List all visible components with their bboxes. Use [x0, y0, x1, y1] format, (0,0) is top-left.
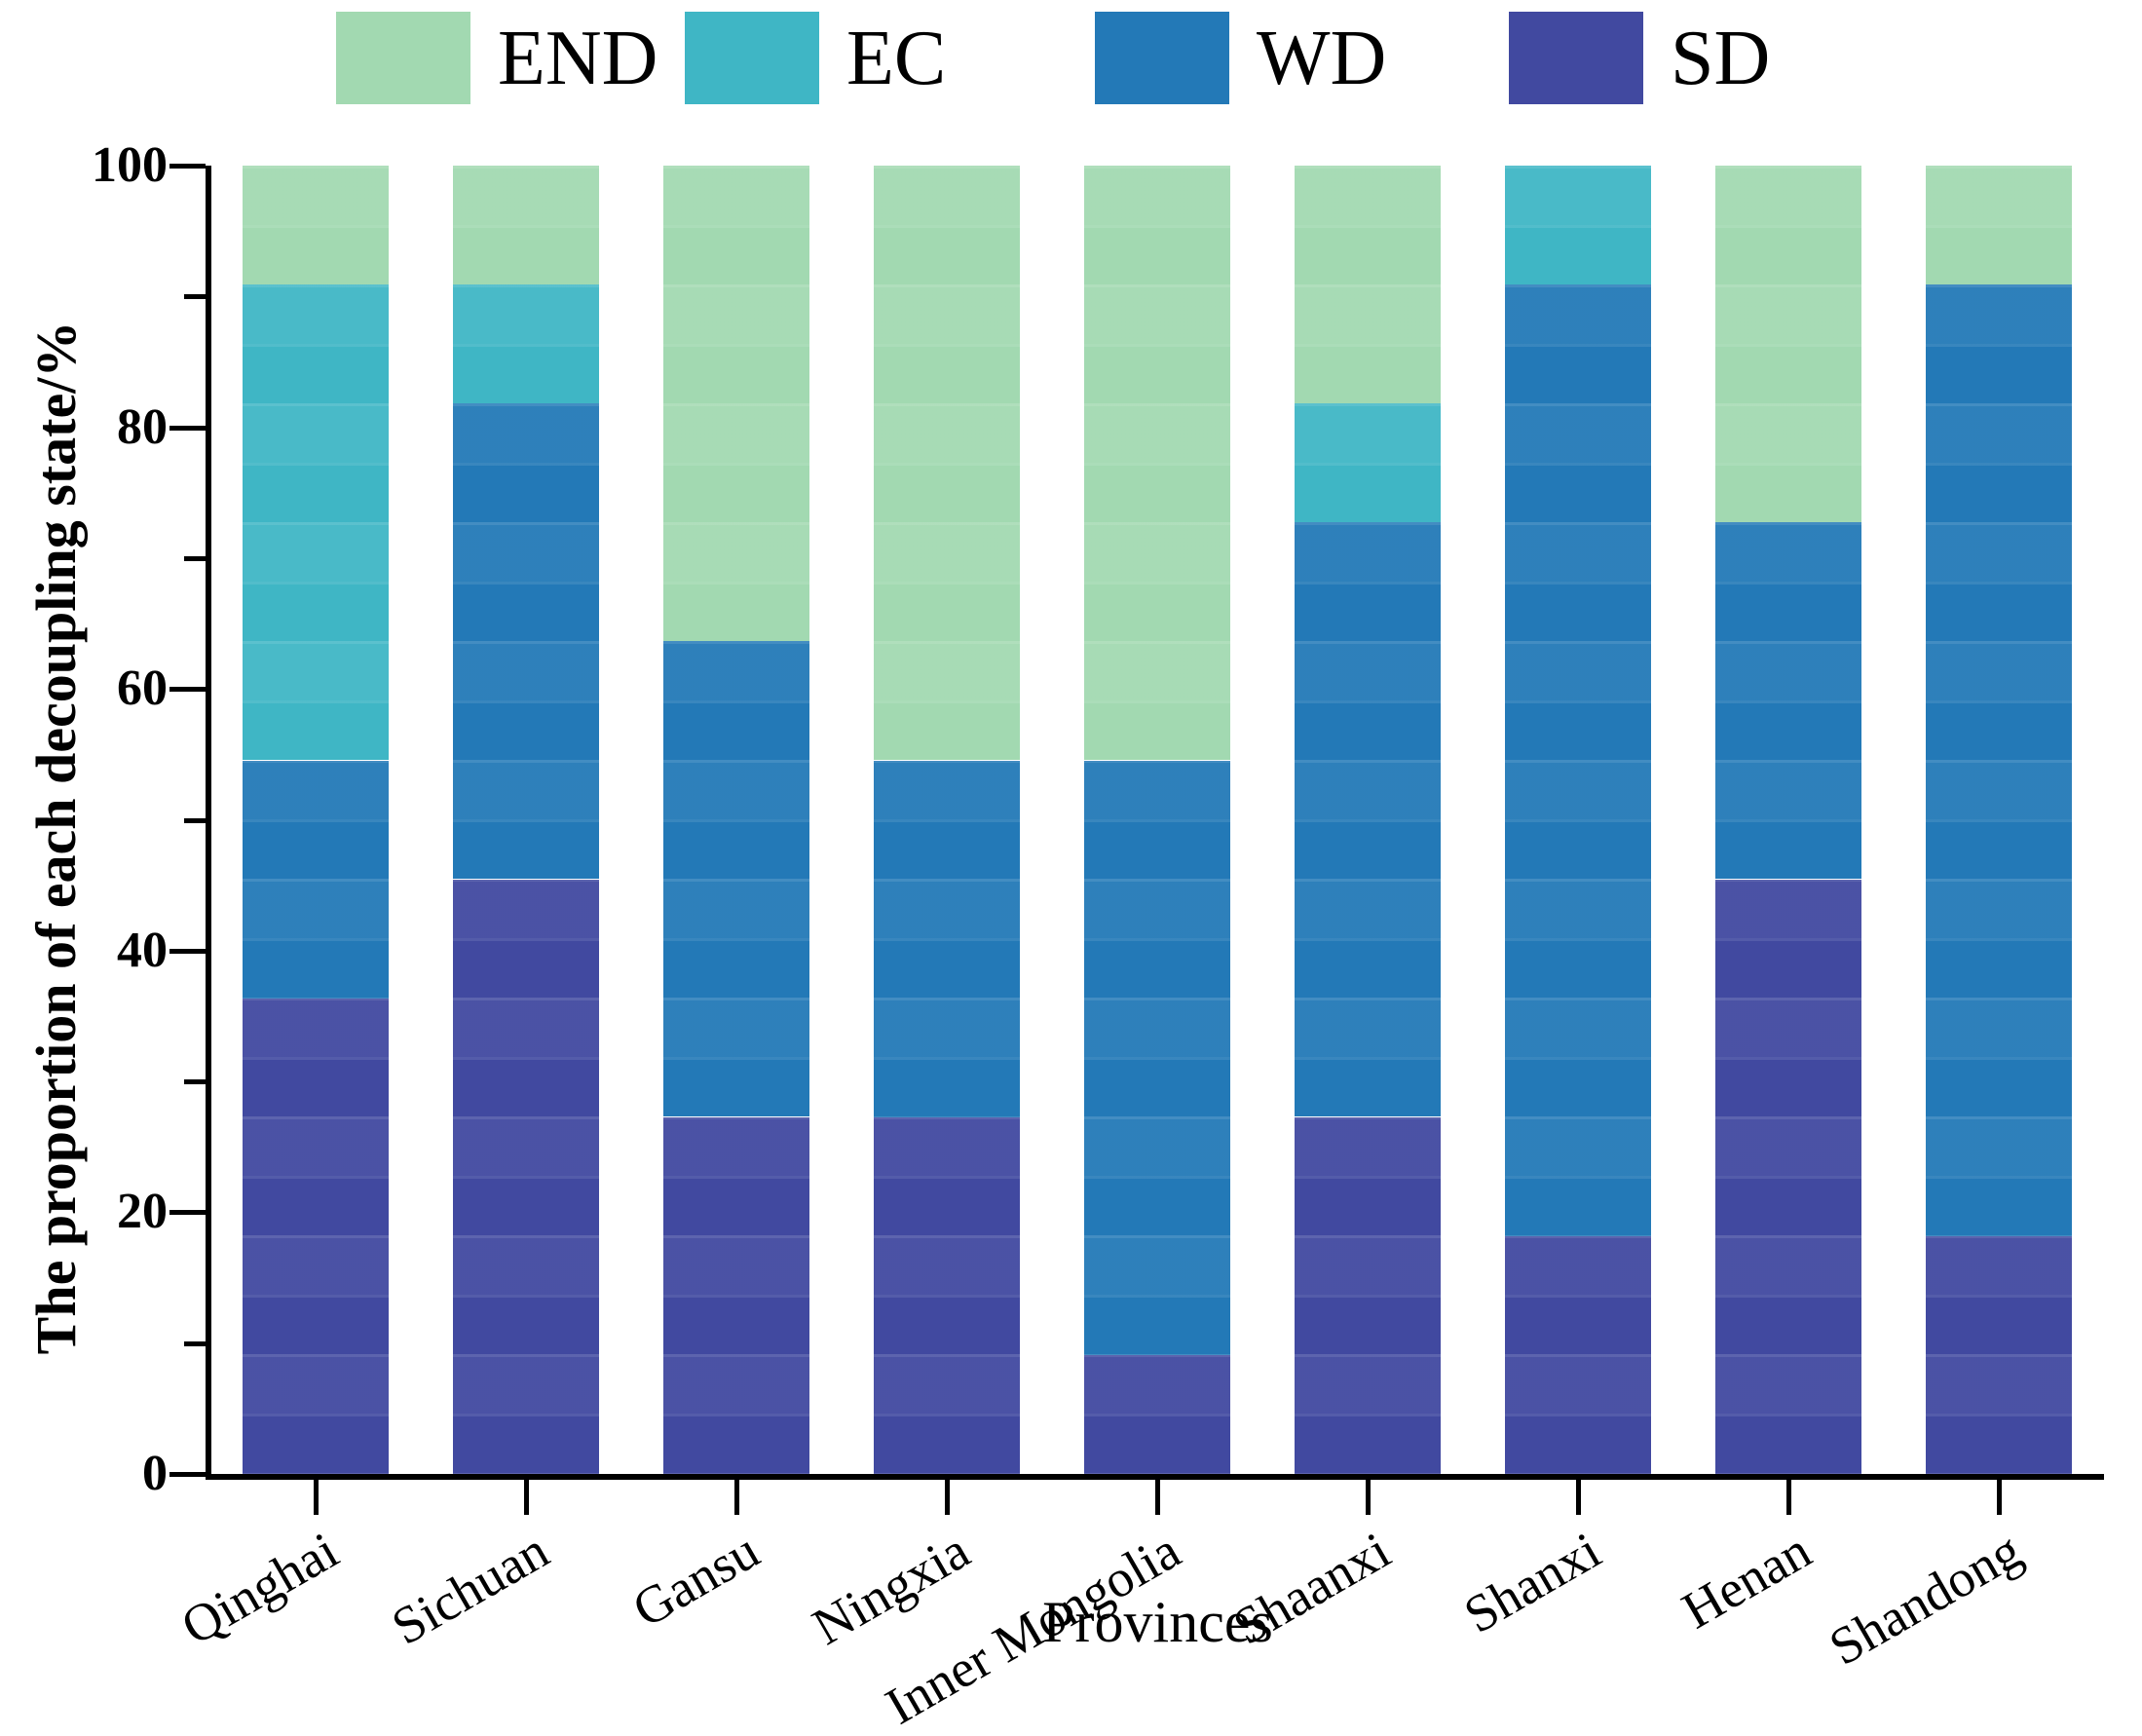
bar-segment: [1505, 284, 1651, 1236]
y-minor-tick: [184, 1340, 206, 1346]
y-minor-tick: [184, 817, 206, 823]
bar-segment: [1926, 1236, 2072, 1474]
bar-segment: [874, 166, 1020, 760]
bar-segment: [1715, 522, 1861, 879]
bar-henan: [1715, 166, 1861, 1474]
x-tick: [524, 1480, 529, 1515]
y-tick-label: 80: [117, 398, 168, 455]
y-tick-label: 0: [142, 1446, 168, 1501]
bar-segment: [453, 284, 599, 403]
bar-segment: [1295, 166, 1441, 403]
bar-segment: [874, 761, 1020, 1117]
bar-segment: [663, 1117, 809, 1474]
end-swatch-icon: [336, 12, 470, 104]
bar-band-texture: [874, 166, 1020, 1474]
x-tick: [314, 1480, 319, 1515]
y-tick-label: 100: [92, 137, 168, 193]
y-minor-tick: [184, 1079, 206, 1085]
legend-label: EC: [846, 16, 947, 101]
y-axis-title: The proportion of each decoupling state/…: [24, 321, 88, 1355]
bar-segment: [243, 284, 389, 760]
legend-label: SD: [1671, 16, 1771, 101]
y-tick-label: 60: [117, 660, 168, 717]
bar-segment: [1295, 403, 1441, 522]
bar-segment: [243, 166, 389, 284]
bar-segment: [1084, 1355, 1230, 1474]
x-tick: [945, 1480, 950, 1515]
bar-segment: [874, 1117, 1020, 1474]
bar-segment: [1926, 284, 2072, 1236]
bar-segment: [1715, 166, 1861, 522]
wd-swatch-icon: [1095, 12, 1229, 104]
y-major-tick: [169, 948, 206, 954]
bar-segment: [663, 641, 809, 1116]
bar-segment: [453, 880, 599, 1474]
bar-band-texture: [243, 166, 389, 1474]
y-major-tick: [169, 1472, 206, 1477]
y-minor-tick: [184, 294, 206, 300]
x-tick: [1155, 1480, 1160, 1515]
bar-segment: [1505, 1236, 1651, 1474]
bar-ningxia: [874, 166, 1020, 1474]
y-major-tick: [169, 164, 206, 169]
bar-segment: [243, 761, 389, 999]
bar-band-texture: [1715, 166, 1861, 1474]
bar-segment: [1295, 522, 1441, 1116]
bar-qinghai: [243, 166, 389, 1474]
bar-shandong: [1926, 166, 2072, 1474]
x-tick: [734, 1480, 739, 1515]
bar-segment: [1505, 166, 1651, 284]
legend-label: END: [498, 16, 658, 101]
bar-band-texture: [1295, 166, 1441, 1474]
bar-shanxi: [1505, 166, 1651, 1474]
y-major-tick: [169, 425, 206, 431]
x-tick: [1997, 1480, 2002, 1515]
legend-label: WD: [1257, 16, 1387, 101]
y-minor-tick: [184, 555, 206, 561]
bar-segment: [1715, 880, 1861, 1474]
bar-segment: [453, 403, 599, 879]
bar-segment: [1295, 1117, 1441, 1474]
y-major-tick: [169, 687, 206, 693]
y-major-tick: [169, 1210, 206, 1216]
bar-segment: [453, 166, 599, 284]
sd-swatch-icon: [1509, 12, 1643, 104]
y-axis-line: [206, 166, 211, 1480]
bar-segment: [1926, 166, 2072, 284]
bar-segment: [1084, 166, 1230, 760]
x-axis-title: Provinces: [1042, 1590, 1273, 1654]
bar-band-texture: [1084, 166, 1230, 1474]
bar-band-texture: [453, 166, 599, 1474]
bar-shaanxi: [1295, 166, 1441, 1474]
x-tick: [1366, 1480, 1371, 1515]
bar-segment: [663, 166, 809, 641]
bar-segment: [243, 999, 389, 1474]
bar-band-texture: [663, 166, 809, 1474]
bar-band-texture: [1926, 166, 2072, 1474]
ec-swatch-icon: [685, 12, 819, 104]
bar-gansu: [663, 166, 809, 1474]
y-tick-label: 40: [117, 922, 168, 978]
x-tick: [1786, 1480, 1791, 1515]
bar-band-texture: [1505, 166, 1651, 1474]
y-tick-label: 20: [117, 1184, 168, 1240]
bar-sichuan: [453, 166, 599, 1474]
bar-inner-mongolia: [1084, 166, 1230, 1474]
x-axis-line: [206, 1474, 2104, 1480]
legend: END EC WD SD: [0, 0, 2142, 127]
bar-segment: [1084, 761, 1230, 1355]
x-tick: [1576, 1480, 1581, 1515]
